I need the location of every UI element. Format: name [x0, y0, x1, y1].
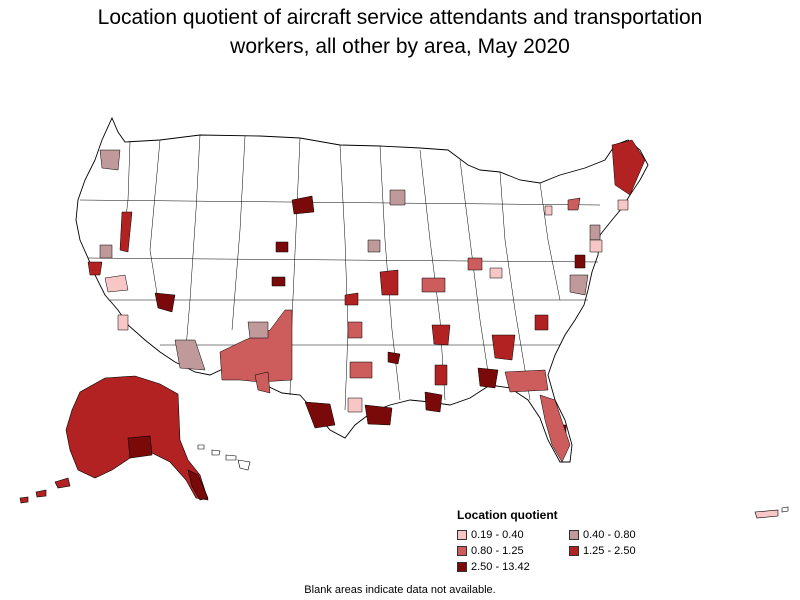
area-pink-5	[544, 205, 553, 216]
area-pink-6	[589, 239, 603, 253]
area-pink-4	[489, 267, 503, 279]
aleutian-2	[35, 489, 47, 498]
legend-swatch-3	[457, 546, 467, 556]
map-title: Location quotient of aircraft service at…	[0, 3, 800, 61]
area-red-2	[119, 211, 133, 253]
alaska-dark-area	[127, 435, 153, 459]
area-dark-8	[477, 367, 499, 389]
area-pink-1	[104, 274, 129, 293]
area-mid-4	[347, 321, 363, 339]
area-red-6	[434, 364, 448, 386]
area-mid-3	[349, 361, 373, 379]
legend-title: Location quotient	[457, 508, 558, 522]
area-brown-3	[99, 149, 121, 171]
area-borders	[79, 134, 601, 411]
area-dark-5	[304, 401, 336, 429]
legend-label-2: 0.40 - 0.80	[583, 529, 636, 541]
legend-item-2: 0.40 - 0.80	[569, 528, 681, 542]
puerto-rico	[754, 506, 789, 519]
data-note: Blank areas indicate data not available.	[304, 584, 496, 596]
alaska	[19, 375, 209, 504]
area-pink-2	[117, 314, 129, 331]
legend-label-5: 2.50 - 13.42	[471, 561, 530, 573]
area-red-1	[611, 139, 646, 196]
area-dark-10	[574, 254, 586, 269]
area-brown-1	[174, 339, 206, 371]
legend-label-4: 1.25 - 2.50	[583, 545, 636, 557]
title-line-2: workers, all other by area, May 2020	[230, 35, 570, 58]
area-brown-5	[367, 239, 381, 253]
area-dark-1	[291, 195, 315, 215]
area-pink-7	[617, 199, 629, 211]
area-red-4	[431, 324, 451, 346]
area-mid-6	[467, 257, 483, 271]
area-red-8	[344, 292, 359, 306]
area-brown-6	[569, 274, 589, 296]
legend-label-3: 0.80 - 1.25	[471, 545, 524, 557]
area-pink-3	[347, 397, 363, 413]
area-brown-4	[389, 189, 406, 206]
area-red-9	[87, 261, 103, 276]
area-mid-9	[567, 197, 581, 211]
legend-swatch-5	[457, 562, 467, 572]
alaska-panhandle	[187, 469, 209, 501]
aleutian-1	[54, 477, 71, 489]
area-brown-2	[247, 321, 269, 339]
area-mid-8	[539, 394, 571, 463]
aleutian-3	[19, 496, 29, 504]
legend-swatch-1	[457, 530, 467, 540]
area-red-7	[534, 314, 549, 331]
legend-swatch-2	[569, 530, 579, 540]
area-dark-4	[154, 292, 176, 313]
area-dark-6	[364, 404, 393, 426]
area-dark-3	[271, 276, 286, 287]
legend-item-4: 1.25 - 2.50	[569, 544, 681, 558]
legend-swatch-4	[569, 546, 579, 556]
area-dark-7	[424, 391, 443, 413]
legend-item-1: 0.19 - 0.40	[457, 528, 569, 542]
title-line-1: Location quotient of aircraft service at…	[97, 6, 703, 29]
area-mid-2	[254, 371, 271, 394]
area-dark-9	[387, 351, 401, 365]
area-red-5	[491, 334, 516, 361]
area-red-3	[379, 269, 399, 296]
hawaii	[197, 444, 251, 471]
area-brown-8	[589, 224, 601, 241]
area-brown-7	[99, 244, 113, 259]
legend-label-1: 0.19 - 0.40	[471, 529, 524, 541]
area-mid-5	[421, 277, 446, 293]
highlighted-areas	[87, 139, 646, 463]
legend-item-3: 0.80 - 1.25	[457, 544, 569, 558]
legend-item-5: 2.50 - 13.42	[457, 560, 569, 574]
area-mid-7	[504, 369, 549, 393]
legend: Location quotient 0.19 - 0.40 0.40 - 0.8…	[457, 508, 697, 574]
area-dark-2	[275, 241, 289, 253]
